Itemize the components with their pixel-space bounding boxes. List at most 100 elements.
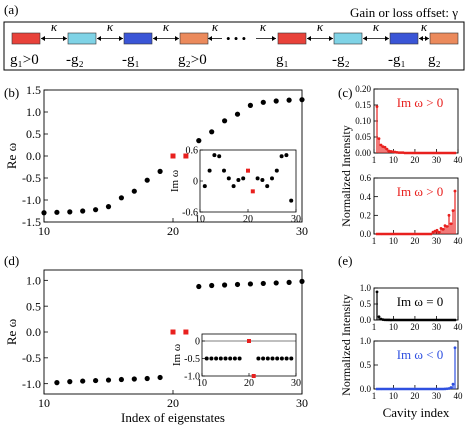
eigenvalue-point <box>54 380 60 386</box>
inset-x-tick-label: 30 <box>291 214 301 225</box>
inset-point-complex <box>251 374 256 378</box>
x-tick-label: 40 <box>454 155 464 165</box>
y-tick-label: 1.0 <box>26 105 41 119</box>
intensity-marker <box>405 151 409 155</box>
intensity-marker <box>415 151 419 155</box>
inset-y-tick-label: 0 <box>195 337 200 348</box>
cavity-4 <box>179 32 209 45</box>
eigenvalue-point <box>157 374 163 381</box>
inset-y-tick-label: 0.6 <box>186 146 199 157</box>
y-tick-label: 0.0 <box>360 229 372 239</box>
inset-im-omega: 0.6 0 -0.610 20 30 Im ω <box>169 146 301 226</box>
cavity-label-4: g₂>0 <box>178 52 207 68</box>
coupling-kappa-1: κ <box>51 19 58 34</box>
x-tick-label: 10 <box>389 391 399 401</box>
intensity-marker <box>421 151 425 155</box>
inset-point <box>270 356 275 361</box>
intensity-marker <box>389 387 393 391</box>
x-tick-label: 20 <box>410 155 420 165</box>
eigenvalue-point <box>144 375 150 382</box>
intensity-marker <box>383 145 387 149</box>
intensity-marker <box>413 151 417 155</box>
intensity-marker <box>389 232 393 236</box>
intensity-marker <box>425 318 429 322</box>
coupling-kappa-2: κ <box>107 19 114 34</box>
inset-point <box>260 177 265 182</box>
cavity-2 <box>67 32 97 45</box>
y-tick-label: 0.0 <box>26 325 41 339</box>
y-tick-label: 1.0 <box>26 274 41 288</box>
intensity-marker <box>403 318 407 322</box>
x-tick-label: 40 <box>454 236 464 246</box>
intensity-marker <box>387 387 391 391</box>
chart-c-bottom-intensity: 0.0 0.2 0.4 0.6 1 10 20 30 40 Im ω > 0 <box>360 173 463 246</box>
inset-point <box>202 184 207 189</box>
x-tick-label: 20 <box>410 236 420 246</box>
intensity-marker <box>453 151 457 155</box>
x-tick-label: 30 <box>432 236 442 246</box>
intensity-marker <box>377 137 381 141</box>
intensity-marker <box>435 318 439 322</box>
intensity-marker <box>383 387 387 391</box>
intensity-marker <box>431 151 435 155</box>
intensity-marker <box>429 232 433 236</box>
inset-im-omega: 0 -0.5 -1.010 20 30 Im ω <box>171 333 301 389</box>
panel-label-c: (c) <box>338 85 352 100</box>
intensity-marker <box>401 232 405 236</box>
intensity-marker <box>387 232 391 236</box>
intensity-marker <box>399 318 403 322</box>
y-tick-label: 1.5 <box>26 83 41 97</box>
cavity-label-6: -g₂ <box>332 52 350 68</box>
inset-point <box>241 176 246 181</box>
chart-b-re-omega: -1.5 -1.0 -0.5 0.0 0.5 1.0 1.5 10 20 30 Re ω 0.6 0 -0… <box>4 83 308 238</box>
x-tick-label: 40 <box>454 322 464 332</box>
eigenvalue-point <box>41 210 47 216</box>
chart-c-top-intensity: 0.00 0.05 0.10 0.15 0.20 1 10 20 30 40 Normalized … <box>339 84 463 227</box>
inset-point <box>217 154 222 159</box>
intensity-marker <box>417 232 421 236</box>
intensity-marker <box>409 151 413 155</box>
intensity-marker <box>391 318 395 322</box>
intensity-marker <box>425 151 429 155</box>
intensity-marker <box>419 151 423 155</box>
intensity-marker <box>397 151 401 155</box>
intensity-marker <box>447 151 451 155</box>
y-tick-label: 0.05 <box>355 132 371 142</box>
inset-y-tick-label: -0.5 <box>184 354 200 365</box>
eigenvalue-point-complex <box>183 329 189 335</box>
intensity-marker <box>439 151 443 155</box>
schematic-title: Gain or loss offset: γ <box>350 5 458 20</box>
intensity-marker <box>379 232 383 236</box>
coupling-arrow-right-1 <box>63 36 67 41</box>
y-tick-label: 0.5 <box>360 360 372 370</box>
intensity-marker <box>417 151 421 155</box>
intensity-marker <box>453 346 457 350</box>
inset-point <box>265 184 270 189</box>
eigenvalue-point <box>80 208 86 214</box>
intensity-marker <box>381 318 385 322</box>
intensity-marker <box>439 387 443 391</box>
panel-label-a: (a) <box>4 2 18 17</box>
eigenvalue-point <box>80 378 86 384</box>
y-axis-label: Normalized Intensity <box>339 125 353 227</box>
intensity-marker <box>443 318 447 322</box>
coupling-arrow-right-5 <box>385 36 389 41</box>
cavity-1 <box>11 32 41 45</box>
y-tick-label: 0.10 <box>355 116 371 126</box>
intensity-marker <box>435 228 439 232</box>
coupling-kappa-3: κ <box>163 19 170 34</box>
x-tick-label: 30 <box>432 391 442 401</box>
x-axis-label: Cavity index <box>383 405 450 420</box>
eigenvalue-point <box>260 99 266 105</box>
cavity-label-7: -g₁ <box>388 52 406 68</box>
eigenvalue-point <box>299 278 305 284</box>
y-tick-label: 0.0 <box>26 149 41 163</box>
eigenvalue-point <box>234 111 241 117</box>
coupling-arrow-right-4 <box>329 36 333 41</box>
y-tick-label: 0.20 <box>355 84 371 94</box>
y-axis-label: Re ω <box>4 318 19 345</box>
eigenvalue-point <box>144 177 150 183</box>
inset-point <box>214 356 219 361</box>
x-tick-label: 20 <box>410 391 420 401</box>
